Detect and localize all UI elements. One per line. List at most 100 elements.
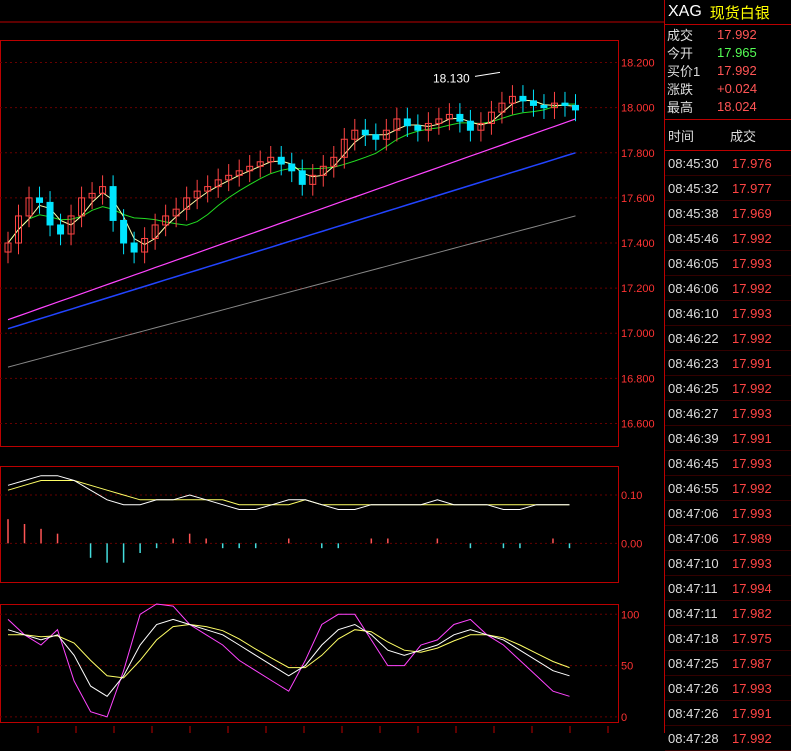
price-tick-label: 18.200 [621, 58, 655, 70]
candle-body [162, 215, 170, 226]
macd-dif-line [7, 475, 570, 510]
tick-row[interactable]: 08:47:26 17.991 [665, 701, 791, 726]
tick-row[interactable]: 08:45:32 17.977 [665, 176, 791, 201]
tick-list[interactable]: 08:45:30 17.976 08:45:32 17.977 08:45:38 17.9… [665, 151, 791, 751]
tick-time: 08:45:32 [668, 180, 719, 196]
kdj-j-line [7, 603, 570, 718]
candle-body [193, 190, 201, 199]
tick-row[interactable]: 08:47:25 17.987 [665, 651, 791, 676]
tick-row[interactable]: 08:46:45 17.993 [665, 451, 791, 476]
ticks-header-time: 时间 [668, 128, 695, 144]
quote-row: 今开 17.965 [665, 43, 791, 61]
quote-value: 17.965 [717, 44, 757, 60]
tick-row[interactable]: 08:45:30 17.976 [665, 151, 791, 176]
candle-body [508, 95, 516, 104]
kdj-panel-frame [0, 604, 619, 723]
tick-row[interactable]: 08:45:38 17.969 [665, 201, 791, 226]
candle-body [403, 118, 411, 127]
tick-row[interactable]: 08:47:11 17.994 [665, 576, 791, 601]
price-tick-label: 17.200 [621, 283, 655, 295]
tick-row[interactable]: 08:46:22 17.992 [665, 326, 791, 351]
candle-body [67, 215, 75, 235]
tick-row[interactable]: 08:45:46 17.992 [665, 226, 791, 251]
candle-body [466, 120, 474, 131]
symbol-label: XAG [668, 3, 702, 20]
candle-body [540, 104, 548, 109]
tick-price: 17.993 [732, 505, 772, 521]
tick-row[interactable]: 08:47:06 17.993 [665, 501, 791, 526]
tick-price: 17.977 [732, 180, 772, 196]
price-tick-label: 17.000 [621, 328, 655, 340]
tick-price: 17.992 [732, 230, 772, 246]
candle-body [561, 102, 569, 106]
candle-body [340, 138, 348, 158]
ma60-line [7, 152, 576, 330]
tick-row[interactable]: 08:47:28 17.992 [665, 726, 791, 751]
tick-price: 17.975 [732, 630, 772, 646]
candle-body [46, 201, 54, 226]
instrument-header: XAG 现货白银 [665, 0, 791, 24]
tick-price: 17.992 [732, 480, 772, 496]
candle-body [288, 163, 296, 172]
candle-body [246, 165, 254, 172]
tick-price: 17.991 [732, 355, 772, 371]
quote-row: 涨跌 +0.024 [665, 79, 791, 97]
tick-row[interactable]: 08:46:25 17.992 [665, 376, 791, 401]
tick-time: 08:46:05 [668, 255, 719, 271]
tick-row[interactable]: 08:46:06 17.992 [665, 276, 791, 301]
tick-price: 17.993 [732, 555, 772, 571]
tick-time: 08:47:11 [668, 605, 718, 621]
tick-row[interactable]: 08:47:18 17.975 [665, 626, 791, 651]
tick-row[interactable]: 08:47:10 17.993 [665, 551, 791, 576]
price-chart[interactable]: 18.200 18.000 17.800 17.600 17.400 17.200 17.0… [0, 0, 664, 733]
candle-body [4, 242, 12, 253]
tick-price: 17.989 [732, 530, 772, 546]
tick-price: 17.993 [732, 305, 772, 321]
ma250-line [7, 215, 576, 368]
price-tick-label: 16.600 [621, 418, 655, 430]
quote-label: 最高 [667, 99, 694, 115]
tick-time: 08:47:11 [668, 580, 718, 596]
candle-body [36, 197, 44, 203]
price-tick-label: 18.000 [621, 103, 655, 115]
tick-time: 08:46:23 [668, 355, 719, 371]
tick-row[interactable]: 08:46:05 17.993 [665, 251, 791, 276]
candle-body [382, 129, 390, 140]
kdj-k-line [7, 618, 570, 697]
candle-body [120, 219, 128, 244]
kdj-d-line [8, 623, 570, 679]
tick-row[interactable]: 08:46:23 17.991 [665, 351, 791, 376]
tick-time: 08:45:38 [668, 205, 719, 221]
tick-row[interactable]: 08:46:10 17.993 [665, 301, 791, 326]
quote-label: 今开 [667, 45, 694, 61]
quote-value: 17.992 [717, 26, 757, 42]
candle-body [25, 197, 33, 217]
candle-body [235, 170, 243, 176]
candle-body [109, 186, 117, 221]
candle-body [424, 122, 432, 131]
tick-row[interactable]: 08:46:55 17.992 [665, 476, 791, 501]
tick-row[interactable]: 08:46:27 17.993 [665, 401, 791, 426]
macd-dea-line [7, 480, 570, 506]
tick-row[interactable]: 08:46:39 17.991 [665, 426, 791, 451]
quote-value: 17.992 [717, 62, 757, 78]
candle-body [172, 208, 180, 217]
tick-price: 17.994 [732, 580, 772, 596]
tick-time: 08:47:10 [668, 555, 719, 571]
tick-row[interactable]: 08:47:06 17.989 [665, 526, 791, 551]
macd-panel-frame [0, 466, 619, 583]
tick-row[interactable]: 08:47:11 17.982 [665, 601, 791, 626]
price-tick-label: 17.600 [621, 193, 655, 205]
candle-body [88, 192, 96, 199]
tick-price: 17.991 [732, 705, 772, 721]
kdj-tick-label: 50 [621, 661, 633, 673]
candle-body [141, 237, 149, 253]
tick-time: 08:46:22 [668, 330, 719, 346]
tick-price: 17.993 [732, 405, 772, 421]
tick-price: 17.982 [732, 605, 772, 621]
tick-time: 08:46:45 [668, 455, 719, 471]
tick-row[interactable]: 08:47:26 17.993 [665, 676, 791, 701]
candle-body [477, 122, 485, 131]
tick-price: 17.987 [732, 655, 772, 671]
tick-time: 08:46:06 [668, 280, 719, 296]
